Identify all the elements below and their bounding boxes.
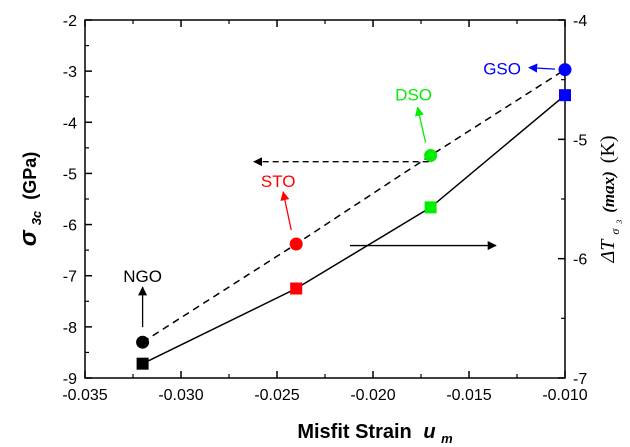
stress-data-point	[558, 63, 572, 77]
annotation-arrow-dso	[414, 106, 427, 143]
series-line-stress	[142, 68, 566, 343]
y-axis-left-symbol: σ	[15, 229, 42, 246]
x-tick-label: -0.035	[62, 387, 107, 404]
y-right-tick-label: -5	[573, 132, 587, 149]
annotation-label-sto: STO	[261, 172, 296, 191]
x-tick-label: -0.025	[254, 387, 299, 404]
y-axis-left-unit: (GPa)	[20, 152, 40, 200]
x-axis-title-symbol: u	[423, 421, 435, 443]
y-axis-right-prefix: ΔT	[597, 238, 619, 264]
annotation-label-ngo: NGO	[123, 267, 162, 286]
y-left-tick-label: -7	[63, 269, 77, 286]
y-left-tick-label: -9	[63, 371, 77, 388]
y-left-tick-label: -5	[63, 166, 77, 183]
y-left-tick-label: -4	[63, 115, 77, 132]
y-left-tick-label: -2	[63, 13, 77, 30]
annotation-layer: NGO STO DSO GSO	[123, 60, 556, 328]
x-tick-label: -0.020	[350, 387, 395, 404]
y-axis-left-title: σ 3c (GPa)	[15, 152, 45, 246]
y-axis-left-subscript: 3c	[29, 210, 44, 225]
x-axis-title-subscript: m	[441, 431, 453, 446]
temperature-data-point	[424, 201, 437, 214]
x-axis-title: Misfit Strain u m	[297, 421, 453, 446]
y-axis-right-title: ΔT σ 3 (max) (K)	[597, 135, 627, 263]
y-left-tick-label: -3	[63, 64, 77, 81]
stress-data-point	[136, 335, 150, 349]
y-left-tick-label: -6	[63, 218, 77, 235]
y-right-tick-label: -4	[573, 13, 587, 30]
markers-layer	[136, 63, 572, 370]
x-tick-label: -0.010	[542, 387, 587, 404]
annotation-arrow-gso	[528, 63, 556, 73]
series-line-temperature	[142, 94, 566, 365]
y-axis-right-subscript: σ	[608, 228, 622, 235]
stress-data-point	[289, 237, 303, 251]
y-left-tick-label: -8	[63, 320, 77, 337]
ticks-layer: -0.035 -0.030 -0.025 -0.020 -0.015 -0.010 -9 -8…	[62, 13, 587, 404]
temperature-data-point	[136, 357, 149, 370]
stress-data-point	[424, 149, 438, 163]
annotation-arrow-sto	[280, 191, 292, 231]
x-tick-label: -0.015	[446, 387, 491, 404]
y-axis-right-paren: (max)	[599, 171, 618, 213]
temperature-data-point	[290, 282, 303, 295]
annotation-label-dso: DSO	[395, 86, 432, 105]
y-right-tick-label: -6	[573, 252, 587, 269]
x-tick-label: -0.030	[158, 387, 203, 404]
temperature-data-point	[559, 89, 571, 102]
lines-layer	[142, 68, 566, 365]
annotation-label-gso: GSO	[483, 60, 521, 79]
x-axis-title-text: Misfit Strain	[297, 421, 411, 443]
y-right-tick-label: -7	[573, 371, 587, 388]
y-axis-right-subsubscript: 3	[615, 220, 624, 225]
y-axis-right-unit: (K)	[597, 135, 619, 163]
